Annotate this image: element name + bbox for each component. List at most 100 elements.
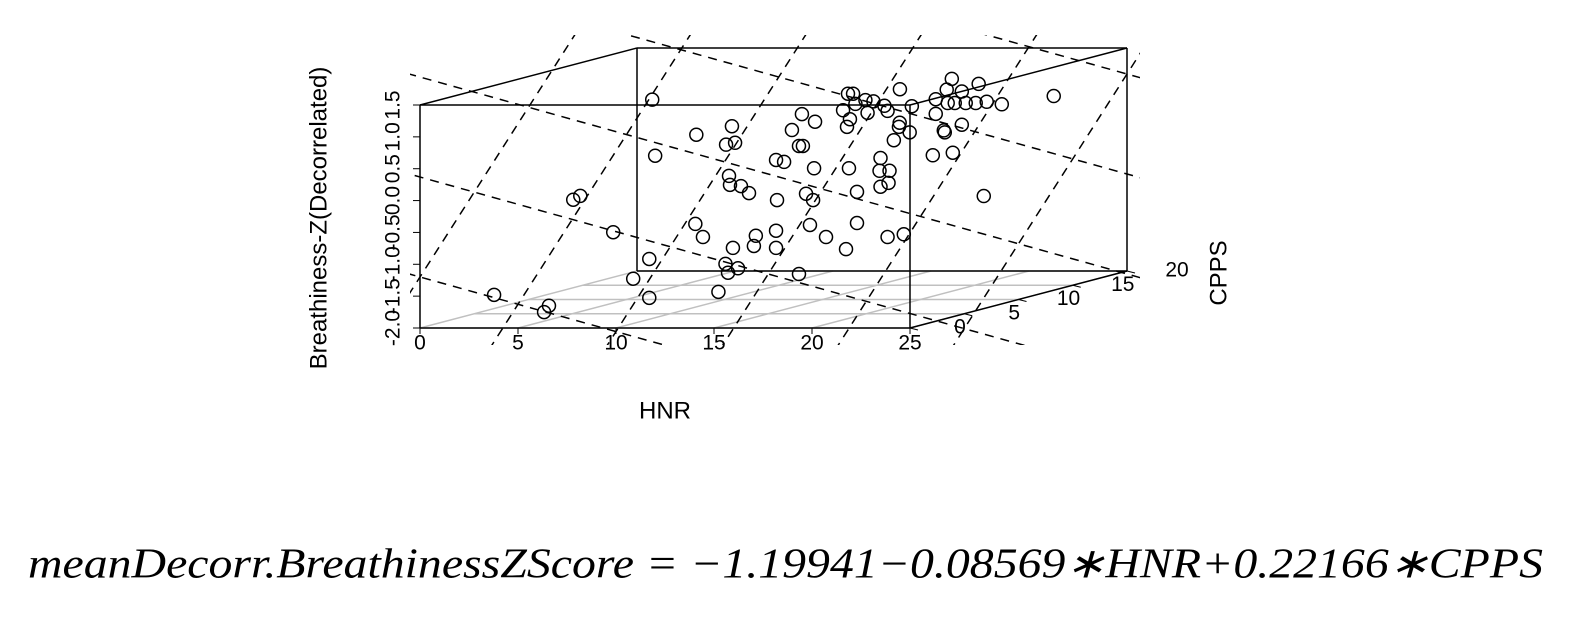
point bbox=[945, 145, 961, 160]
point bbox=[849, 215, 865, 231]
point bbox=[573, 188, 588, 204]
point bbox=[841, 160, 857, 176]
point bbox=[769, 192, 785, 208]
y-axis-title: CPPS bbox=[1205, 240, 1232, 305]
point bbox=[605, 224, 621, 240]
point bbox=[794, 106, 810, 122]
point bbox=[947, 95, 963, 111]
point bbox=[721, 168, 737, 184]
plane-line bbox=[625, 35, 1140, 179]
point bbox=[795, 138, 811, 154]
plane-line bbox=[410, 73, 1140, 279]
point bbox=[725, 240, 741, 256]
point bbox=[720, 265, 736, 280]
point bbox=[968, 95, 983, 111]
point bbox=[536, 304, 552, 320]
x-tick-label: 5 bbox=[512, 332, 524, 355]
point bbox=[944, 71, 960, 87]
point bbox=[805, 192, 821, 208]
x-tick-label: 15 bbox=[702, 332, 725, 355]
x-axis-title: HNR bbox=[639, 397, 691, 424]
x-tick-label: 0 bbox=[414, 332, 426, 355]
point bbox=[849, 184, 865, 200]
z-tick-label: 0.5 bbox=[382, 154, 405, 183]
point bbox=[979, 94, 994, 110]
point bbox=[784, 122, 800, 138]
box-edge bbox=[909, 270, 1128, 329]
point bbox=[873, 150, 888, 166]
box-edge bbox=[419, 47, 638, 106]
point bbox=[818, 229, 834, 245]
point bbox=[845, 86, 861, 101]
point bbox=[925, 148, 941, 163]
x-tick-label: 20 bbox=[800, 332, 823, 355]
point bbox=[839, 119, 855, 135]
point bbox=[971, 76, 986, 92]
point bbox=[625, 271, 641, 286]
point bbox=[730, 261, 746, 276]
point bbox=[718, 137, 734, 152]
point bbox=[958, 95, 973, 111]
point bbox=[904, 98, 920, 114]
point bbox=[644, 92, 660, 107]
point bbox=[976, 188, 992, 204]
point bbox=[902, 125, 917, 140]
z-tick-label: 1.0 bbox=[382, 122, 405, 151]
point bbox=[565, 192, 581, 207]
box-edge bbox=[909, 47, 1128, 106]
point bbox=[791, 266, 807, 282]
point bbox=[768, 223, 784, 238]
point bbox=[486, 287, 502, 303]
point bbox=[880, 229, 895, 245]
point bbox=[802, 217, 818, 233]
point bbox=[711, 284, 726, 300]
point bbox=[886, 132, 902, 148]
point bbox=[860, 105, 875, 121]
point bbox=[689, 127, 704, 142]
point bbox=[746, 238, 762, 254]
z-tick-label: -0.5 bbox=[382, 214, 405, 250]
point bbox=[840, 86, 856, 101]
point bbox=[936, 123, 952, 138]
points bbox=[486, 71, 1061, 320]
y-tick-label: 20 bbox=[1165, 259, 1188, 282]
point bbox=[768, 240, 784, 256]
point bbox=[928, 106, 943, 122]
z-tick-label: -2.0 bbox=[382, 310, 405, 346]
point bbox=[892, 81, 908, 97]
point bbox=[806, 160, 822, 176]
y-tick-label: 0 bbox=[954, 316, 966, 339]
z-tick-label: -1.5 bbox=[382, 278, 405, 314]
point bbox=[722, 177, 738, 193]
y-tick-label: 5 bbox=[1008, 301, 1020, 324]
point bbox=[838, 241, 854, 257]
point bbox=[842, 111, 858, 127]
point bbox=[835, 103, 851, 118]
point bbox=[748, 228, 764, 244]
point bbox=[848, 96, 863, 112]
point bbox=[791, 138, 807, 154]
point bbox=[718, 256, 733, 272]
point bbox=[892, 115, 907, 131]
z-tick-label: 1.5 bbox=[382, 90, 405, 119]
y-tick bbox=[1126, 270, 1136, 274]
point bbox=[807, 114, 823, 129]
x-tick-label: 10 bbox=[604, 332, 627, 355]
point bbox=[688, 216, 703, 232]
point bbox=[642, 290, 657, 306]
point bbox=[1046, 88, 1061, 104]
z-tick-label: 0.0 bbox=[382, 186, 405, 215]
x-tick-label: 25 bbox=[898, 332, 921, 355]
z-axis-title: Breathiness-Z(Decorrelated) bbox=[305, 67, 332, 370]
box: 0 5 10 15 20 25 0 5 10 15 20 -2.0-1.5-1.0-0.50.0 0.5… bbox=[382, 47, 1189, 355]
z-tick-label: -1.0 bbox=[382, 246, 405, 282]
point bbox=[695, 229, 711, 245]
point bbox=[642, 251, 657, 267]
point bbox=[724, 118, 740, 134]
point bbox=[896, 227, 912, 242]
point bbox=[776, 154, 792, 170]
y-tick-label: 15 bbox=[1111, 273, 1134, 296]
point bbox=[954, 117, 970, 132]
point bbox=[881, 175, 896, 191]
